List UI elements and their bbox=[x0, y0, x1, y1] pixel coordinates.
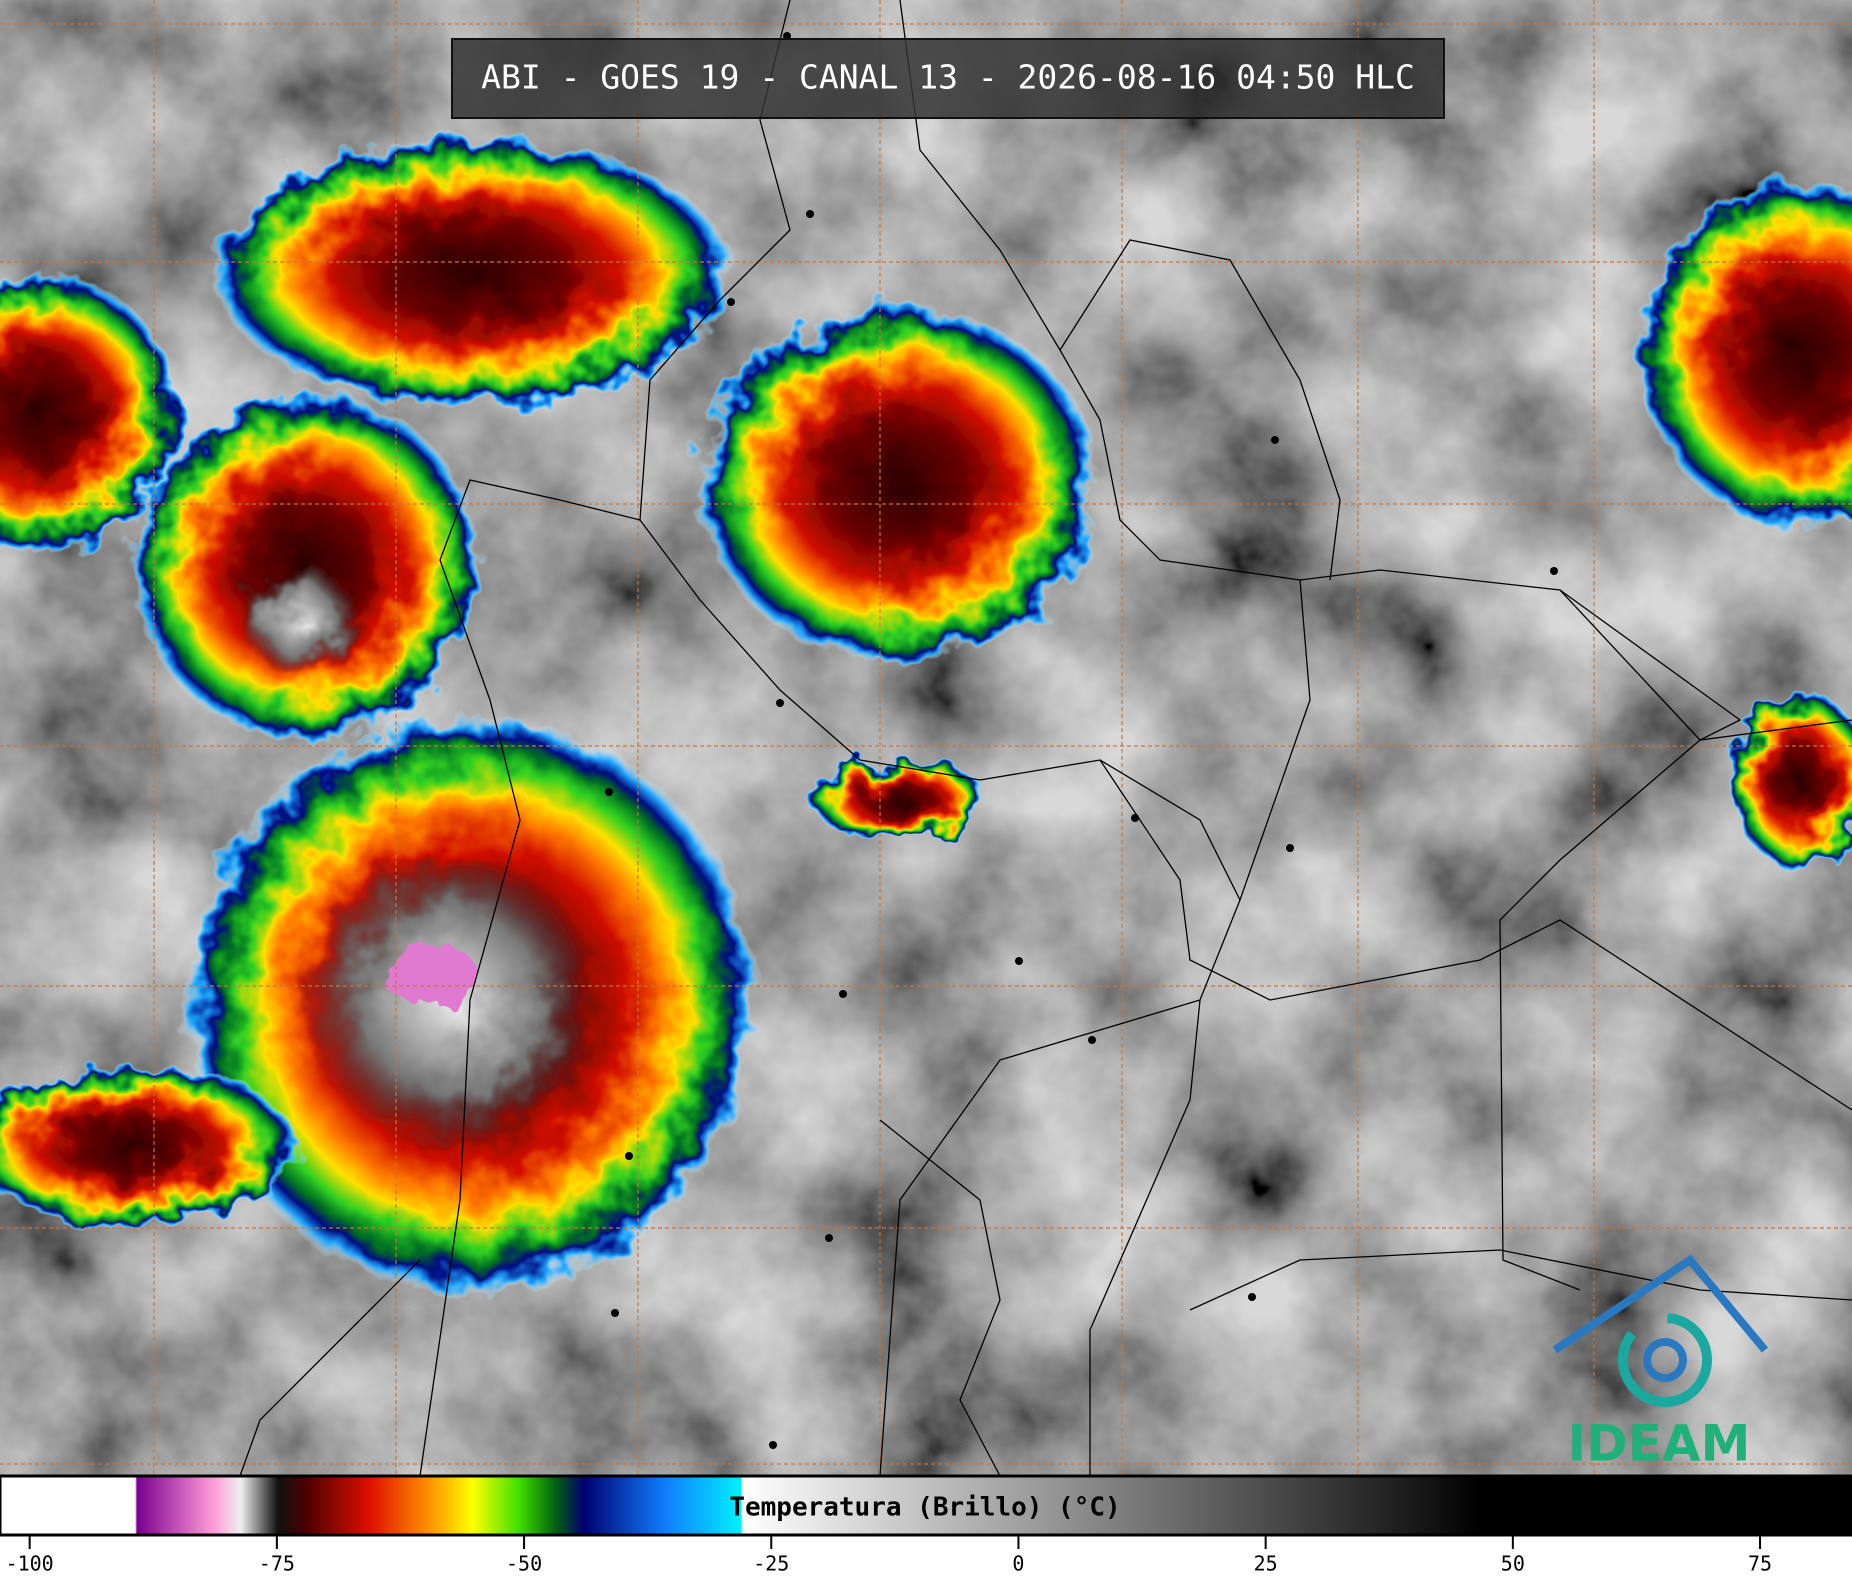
tick-label: 50 bbox=[1501, 1552, 1525, 1576]
tick-label: -75 bbox=[259, 1552, 295, 1576]
tick-label: 0 bbox=[1012, 1552, 1024, 1576]
tick-label: -25 bbox=[753, 1552, 789, 1576]
tick-label: -50 bbox=[506, 1552, 542, 1576]
logo: IDEAM bbox=[1552, 1254, 1769, 1473]
grid bbox=[0, 0, 1852, 1476]
logo-text: IDEAM bbox=[1568, 1415, 1751, 1473]
colorbar bbox=[0, 1474, 1852, 1537]
colorbar-label: Temperatura (Brillo) (°C) bbox=[729, 1493, 1120, 1523]
storms bbox=[0, 137, 1852, 1294]
tick-label: 75 bbox=[1748, 1552, 1772, 1576]
title-box bbox=[451, 38, 1445, 119]
title: ABI - GOES 19 - CANAL 13 - 2026-08-16 04… bbox=[481, 58, 1415, 97]
tick-label: 25 bbox=[1254, 1552, 1278, 1576]
colorbar-ticks: -100 -75 -50 -25 0 25 50 75 bbox=[6, 1535, 1772, 1576]
tick-label: -100 bbox=[6, 1552, 54, 1576]
borders bbox=[239, 0, 1852, 1477]
